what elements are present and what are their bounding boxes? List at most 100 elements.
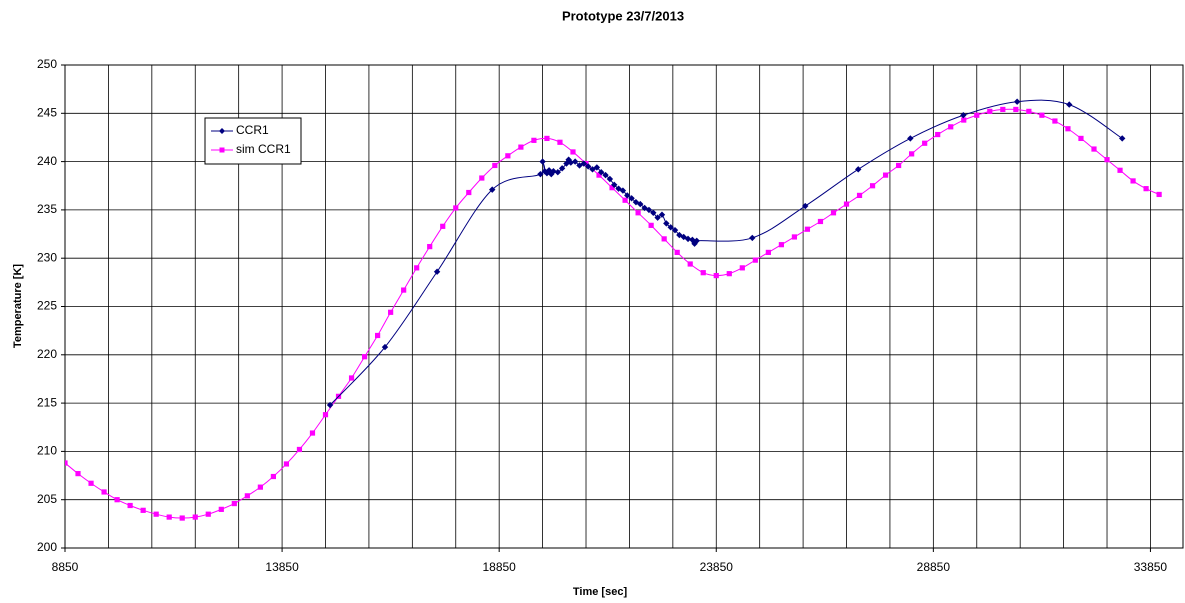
legend: CCR1 sim CCR1	[204, 117, 302, 165]
point	[1065, 126, 1071, 132]
point	[635, 210, 641, 216]
x-tick-label: 13850	[265, 560, 299, 574]
point	[580, 160, 588, 167]
point	[1000, 106, 1006, 113]
point	[802, 202, 809, 210]
point	[674, 249, 680, 256]
point	[88, 480, 94, 486]
point	[1013, 106, 1019, 113]
point	[596, 172, 602, 178]
point	[348, 375, 355, 381]
point	[571, 158, 579, 165]
point	[381, 343, 389, 351]
x-tick-label: 23850	[700, 560, 734, 574]
point	[855, 166, 862, 173]
point	[693, 237, 700, 245]
point	[205, 511, 211, 517]
point	[961, 117, 967, 123]
point	[558, 165, 566, 172]
point	[218, 506, 224, 512]
point	[817, 218, 824, 225]
point	[1026, 108, 1032, 114]
point	[637, 200, 644, 208]
point	[440, 223, 446, 229]
point	[935, 131, 941, 138]
y-tick-label: 220	[37, 347, 57, 361]
point	[114, 497, 120, 503]
plot-frame	[64, 64, 1184, 549]
point	[489, 186, 496, 193]
legend-marker	[219, 128, 225, 134]
point	[619, 187, 627, 194]
point	[843, 201, 850, 207]
point	[166, 514, 172, 520]
y-tick-label: 205	[37, 492, 57, 506]
point	[654, 214, 661, 221]
series	[65, 106, 1162, 521]
y-tick-label: 240	[37, 154, 57, 168]
point	[691, 240, 698, 247]
point	[557, 139, 563, 145]
series	[326, 98, 1126, 409]
point	[869, 183, 876, 189]
point	[101, 489, 107, 495]
point	[687, 261, 693, 267]
y-tick-label: 225	[37, 299, 57, 313]
point	[479, 175, 485, 181]
point	[1130, 178, 1136, 184]
point	[609, 185, 615, 191]
point	[543, 169, 551, 177]
point	[611, 181, 618, 188]
point	[257, 484, 263, 490]
point	[1078, 135, 1084, 142]
point	[671, 226, 679, 234]
point	[1013, 98, 1021, 105]
x-tick-label: 28850	[917, 560, 951, 574]
y-tick-label: 230	[37, 250, 57, 264]
point	[960, 112, 967, 119]
point	[414, 265, 420, 271]
point	[749, 234, 756, 242]
point	[401, 287, 407, 293]
point	[1119, 135, 1126, 142]
point	[739, 265, 745, 271]
point	[661, 236, 667, 242]
point	[765, 249, 771, 256]
point	[539, 158, 546, 165]
y-axis-label: Temperature [K]	[12, 264, 24, 348]
point	[388, 309, 394, 315]
point	[987, 108, 993, 114]
point	[567, 159, 575, 166]
point	[948, 124, 954, 130]
point	[505, 153, 511, 159]
x-tick-label: 33850	[1134, 560, 1168, 574]
y-tick-label: 210	[37, 444, 57, 458]
point	[684, 235, 692, 243]
point	[453, 205, 459, 211]
point	[726, 271, 732, 277]
point	[541, 168, 548, 175]
point	[628, 195, 635, 202]
x-axis-label: Time [sec]	[573, 586, 628, 598]
point	[179, 515, 185, 521]
point	[433, 268, 441, 275]
point	[283, 461, 290, 467]
point	[598, 169, 605, 176]
point	[667, 224, 674, 231]
legend-box	[204, 117, 302, 165]
point	[427, 244, 433, 250]
point	[896, 162, 902, 169]
point	[544, 135, 550, 142]
point	[645, 206, 653, 214]
point	[550, 168, 557, 175]
point	[658, 211, 666, 218]
point	[907, 135, 914, 142]
point	[309, 430, 316, 436]
point	[804, 226, 811, 232]
point	[537, 170, 544, 178]
point	[518, 144, 524, 150]
point	[1156, 191, 1162, 198]
point	[700, 270, 706, 276]
point	[1066, 101, 1073, 108]
point	[1091, 146, 1097, 152]
